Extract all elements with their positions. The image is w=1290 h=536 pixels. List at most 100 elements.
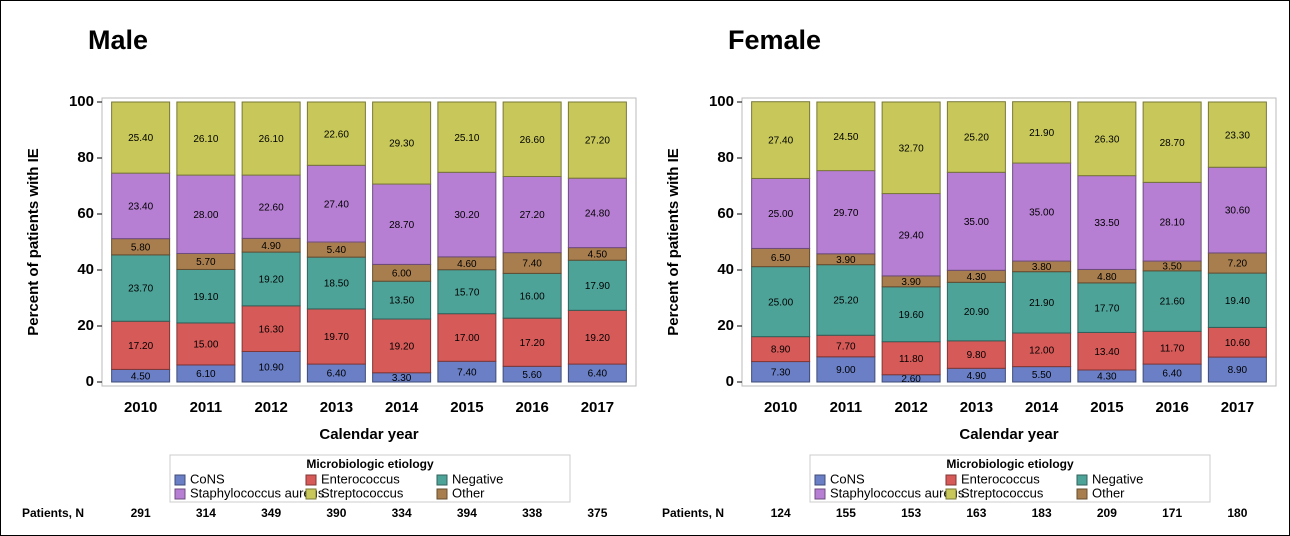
legend-label: CoNS [190,471,225,486]
bar-segment [1207,356,1267,383]
bar-segment [437,171,497,258]
value-label: 4.80 [1097,272,1117,283]
x-axis-label: Calendar year [319,426,418,443]
value-label: 19.40 [1225,296,1250,307]
patient-count: 314 [196,506,216,520]
legend-swatch [1076,488,1088,500]
x-tick-label: 2012 [894,399,927,416]
y-tick-label: 100 [709,93,734,110]
value-label: 10.60 [1225,338,1250,349]
bar-segment [1142,330,1202,365]
y-tick-label: 80 [717,149,734,166]
patient-count: 334 [392,506,412,520]
value-label: 7.30 [771,367,791,378]
value-label: 21.60 [1160,297,1185,308]
legend-box [169,454,571,503]
value-label: 33.50 [1094,218,1119,229]
patient-count: 163 [966,506,986,520]
bar-segment [946,340,1006,369]
bar-segment [241,251,301,307]
legend-title: Microbiologic etiology [946,457,1074,471]
x-tick-label: 2012 [254,399,287,416]
y-tick-label: 60 [717,205,734,222]
value-label: 27.40 [768,136,793,147]
bar-segment [372,318,432,374]
value-label: 5.60 [522,370,542,381]
value-label: 18.50 [324,279,349,290]
value-label: 17.70 [1094,303,1119,314]
bar-segment [1077,331,1137,371]
patient-count: 209 [1097,506,1117,520]
patient-count: 349 [261,506,281,520]
bar-segment [1142,270,1202,332]
value-label: 25.20 [833,296,858,307]
value-label: 5.80 [131,242,151,253]
value-label: 8.90 [771,345,791,356]
bar-segment [306,164,366,243]
value-label: 17.90 [585,281,610,292]
legend-label: Other [452,485,485,500]
patient-count: 291 [131,506,151,520]
value-label: 3.90 [836,255,856,266]
y-tick-label: 40 [77,261,94,278]
legend-label: Other [1092,485,1125,500]
value-label: 2.60 [901,374,921,385]
value-label: 9.80 [967,350,987,361]
value-label: 9.00 [836,365,856,376]
bar-segment [1012,162,1072,262]
value-label: 30.20 [454,210,479,221]
value-label: 6.40 [588,369,608,380]
patient-count: 171 [1162,506,1182,520]
legend-box [809,454,1211,503]
bar-segment [437,313,497,362]
value-label: 23.40 [128,202,153,213]
value-label: 25.00 [768,297,793,308]
value-label: 12.00 [1029,345,1054,356]
value-label: 16.00 [520,291,545,302]
x-axis-label: Calendar year [959,426,1058,443]
value-label: 28.00 [193,210,218,221]
x-tick-label: 2010 [124,399,157,416]
bar-segment [946,101,1006,173]
value-label: 3.80 [1032,262,1052,273]
value-label: 3.90 [901,277,921,288]
bar-segment [816,170,876,255]
x-tick-label: 2013 [960,399,993,416]
x-tick-label: 2016 [515,399,548,416]
value-label: 15.70 [454,287,479,298]
legend-label: Streptococcus [321,485,404,500]
value-label: 28.10 [1160,217,1185,228]
x-tick-label: 2015 [1090,399,1123,416]
value-label: 35.00 [1029,208,1054,219]
bar-segment [111,101,171,174]
y-tick-label: 40 [717,261,734,278]
value-label: 23.70 [128,284,153,295]
bar-segment [176,268,236,324]
value-label: 6.50 [771,253,791,264]
bar-segment [111,172,171,240]
value-label: 25.00 [768,209,793,220]
value-label: 5.70 [196,257,216,268]
value-label: 21.90 [1029,298,1054,309]
value-label: 21.90 [1029,128,1054,139]
patient-count: 180 [1227,506,1247,520]
bar-segment [1077,175,1137,270]
bar-segment [1012,332,1072,368]
bar-segment [502,101,562,177]
value-label: 23.30 [1225,130,1250,141]
legend-swatch [814,474,826,486]
value-label: 17.00 [454,333,479,344]
value-label: 32.70 [899,143,924,154]
patient-count: 124 [771,506,791,520]
value-label: 19.60 [899,310,924,321]
y-axis-label: Percent of patients with IE [25,148,42,336]
x-tick-label: 2016 [1155,399,1188,416]
value-label: 8.90 [1228,365,1248,376]
bar-segment [567,259,627,311]
bar-segment [241,101,301,176]
value-label: 4.30 [1097,372,1117,383]
x-tick-label: 2014 [385,399,419,416]
bar-segment [306,101,366,166]
y-tick-label: 20 [77,317,94,334]
bar-segment [176,174,236,254]
